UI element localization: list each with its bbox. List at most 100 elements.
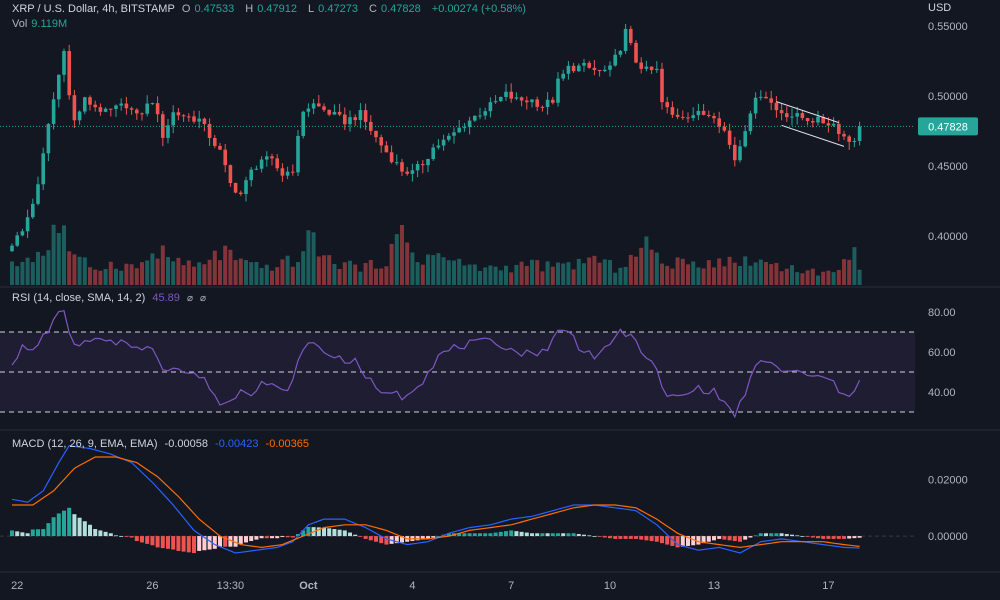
close-value: 0.47828: [380, 3, 421, 15]
volume-bar: [249, 262, 254, 285]
macd-histogram-bar: [457, 533, 462, 537]
candle: [769, 98, 773, 103]
candle: [129, 108, 134, 110]
candle: [504, 91, 508, 97]
volume-bar: [46, 250, 51, 285]
candle: [405, 171, 409, 174]
price-legend: XRP / U.S. Dollar, 4h, BITSTAMP O 0.47533…: [12, 3, 530, 15]
volume-bar: [644, 236, 649, 285]
candle: [623, 28, 628, 51]
candle: [327, 109, 331, 115]
macd-histogram-bar: [46, 523, 51, 537]
candle: [530, 99, 534, 103]
candle: [369, 121, 373, 131]
candle: [280, 168, 285, 176]
macd-histogram-bar: [301, 530, 306, 537]
volume-bar: [103, 268, 108, 285]
candle: [795, 113, 799, 117]
macd-histogram-bar: [556, 533, 560, 537]
high-label: H: [245, 3, 254, 15]
macd-histogram-bar: [504, 531, 508, 537]
macd-histogram-bar: [77, 517, 82, 537]
volume-bar: [826, 270, 831, 285]
candle: [109, 108, 113, 110]
candle: [644, 66, 649, 69]
candle: [311, 103, 316, 109]
signal-line: [12, 456, 860, 549]
macd-histogram-bar: [384, 536, 389, 545]
volume-bar: [649, 249, 654, 285]
candle: [285, 171, 290, 176]
volume-bar: [467, 264, 472, 285]
candle: [207, 123, 212, 139]
macd-signal-value: -0.00365: [265, 438, 309, 450]
macd-histogram-bar: [56, 513, 61, 537]
candle: [176, 112, 181, 116]
volume-bar: [722, 266, 727, 285]
volume-bar: [545, 261, 550, 285]
volume-bar: [327, 255, 332, 285]
volume-bar: [306, 230, 311, 285]
candle: [400, 162, 404, 172]
macd-legend: MACD (12, 26, 9, EMA, EMA) -0.00058 -0.0…: [12, 438, 313, 450]
volume-bar: [571, 269, 576, 285]
candle: [83, 97, 87, 112]
volume-bar: [805, 270, 810, 285]
macd-histogram-bar: [847, 536, 852, 539]
candle: [764, 96, 768, 99]
macd-histogram-bar: [259, 536, 264, 539]
volume-bar: [296, 262, 300, 285]
candle: [665, 102, 669, 108]
macd-histogram-bar: [436, 536, 441, 537]
macd-histogram-bar: [10, 530, 14, 537]
macd-histogram-bar: [800, 536, 805, 537]
candle: [93, 104, 97, 108]
volume-bar: [275, 267, 280, 285]
candle: [291, 171, 295, 173]
macd-histogram-bar: [124, 536, 129, 537]
macd-histogram-bar: [316, 527, 321, 537]
candle: [655, 68, 659, 71]
volume-bar: [264, 264, 269, 285]
volume-bar: [82, 257, 87, 285]
rsi-title: RSI (14, close, SMA, 14, 2): [12, 292, 146, 304]
candle: [842, 133, 846, 137]
macd-histogram-bar: [670, 536, 675, 546]
visibility-icon[interactable]: ⌀: [186, 293, 193, 304]
volume-bar: [514, 264, 519, 285]
candle: [753, 97, 758, 114]
macd-histogram-bar: [810, 536, 815, 538]
volume-bar: [566, 262, 571, 285]
macd-histogram-bar: [675, 536, 680, 548]
volume-bar: [441, 257, 446, 285]
macd-histogram-bar: [394, 536, 399, 544]
macd-histogram-bar: [738, 536, 742, 542]
settings-icon[interactable]: ⌀: [200, 293, 207, 304]
x-tick-label: 10: [604, 580, 616, 592]
rsi-band: [0, 332, 915, 412]
candle: [379, 137, 383, 146]
macd-histogram-bar: [238, 536, 243, 544]
candle: [239, 192, 243, 195]
candle: [483, 111, 487, 116]
candle: [67, 51, 71, 96]
candle: [660, 68, 664, 103]
macd-histogram-bar: [446, 533, 451, 537]
volume-bar: [420, 264, 425, 285]
macd-histogram-bar: [181, 536, 186, 552]
volume-bar: [15, 266, 20, 285]
x-tick-label: 26: [146, 580, 158, 592]
price-tick-label: 0.55000: [928, 21, 968, 33]
volume-bar: [212, 250, 217, 285]
volume-bar: [561, 263, 566, 285]
volume-bar: [727, 256, 732, 285]
volume-bar: [691, 261, 696, 285]
candle: [592, 67, 597, 70]
close-label: C: [369, 3, 377, 15]
volume-bar: [186, 260, 191, 285]
x-tick-label: 13: [708, 580, 720, 592]
macd-histogram-bar: [857, 536, 862, 538]
macd-histogram-bar: [686, 536, 690, 546]
price-tick-label: 0.50000: [928, 91, 968, 103]
candle: [681, 116, 685, 118]
